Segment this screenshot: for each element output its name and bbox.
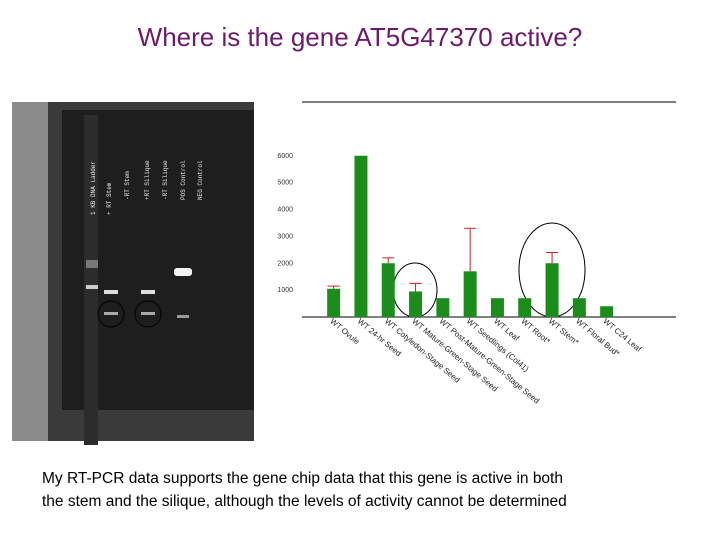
- bar: [409, 291, 423, 317]
- gel-image: 1 KB DNA Ladder + RT Stem -RT Stem +RT S…: [12, 102, 254, 445]
- caption-line: the stem and the silique, although the l…: [42, 493, 567, 510]
- x-tick-label: WT Post-Mature-Green-Stage Seed: [438, 317, 541, 406]
- lane-label: -RT Stem: [124, 171, 131, 200]
- lane-label: -RT Silique: [162, 160, 169, 200]
- caption-line: My RT-PCR data supports the gene chip da…: [42, 470, 563, 487]
- bar: [490, 298, 504, 317]
- bar: [545, 263, 559, 317]
- y-tick-label: 2000: [277, 260, 293, 267]
- y-tick-label: 4000: [277, 207, 293, 214]
- lane-label: +RT Silique: [144, 160, 151, 200]
- lane-label: 1 KB DNA Ladder: [90, 161, 97, 215]
- bar: [518, 298, 532, 317]
- bar: [381, 263, 395, 317]
- x-tick-label: WT Root*: [519, 317, 551, 346]
- y-tick-label: 5000: [277, 180, 293, 187]
- y-tick-label: 3000: [277, 233, 293, 240]
- bar: [463, 271, 477, 317]
- bar: [600, 306, 614, 317]
- bar: [436, 298, 450, 317]
- y-tick-label: 1000: [277, 287, 293, 294]
- bar: [327, 288, 341, 317]
- lane-label: + RT Stem: [106, 182, 113, 215]
- lane-label: NEG Control: [197, 160, 204, 200]
- y-tick-label: 6000: [277, 153, 293, 160]
- bar: [572, 298, 586, 317]
- slide-title: Where is the gene AT5G47370 active?: [138, 22, 583, 52]
- bar: [354, 155, 368, 317]
- lane-label: POS Control: [180, 160, 187, 200]
